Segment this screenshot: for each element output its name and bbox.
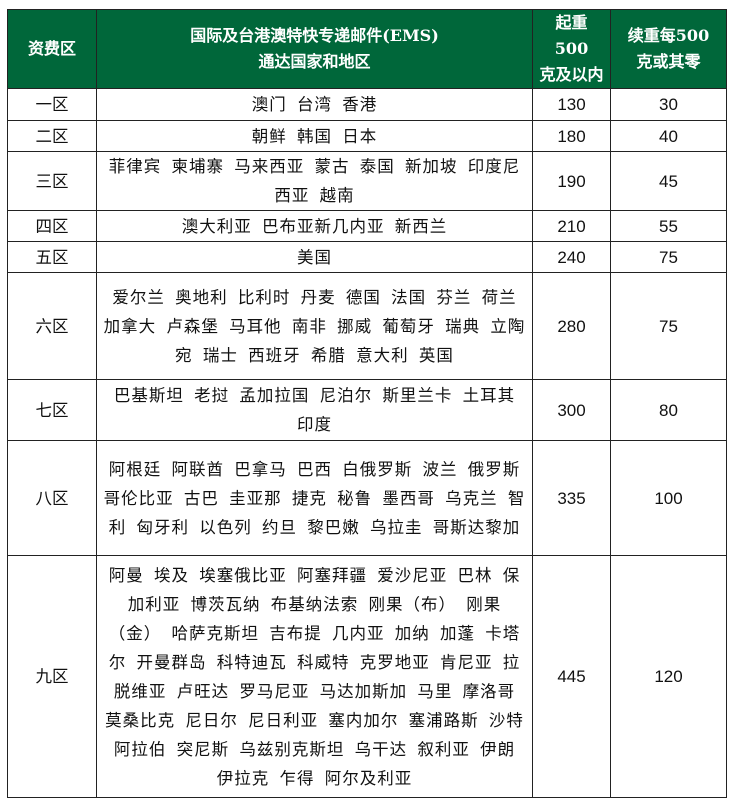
countries-cell: 澳大利亚 巴布亚新几内亚 新西兰: [96, 210, 533, 242]
header-first-weight: 起重500 克及以内: [532, 9, 611, 89]
header-row: 资费区 国际及台港澳特快专递邮件(EMS) 通达国家和地区 起重500 克及以内 续…: [7, 9, 727, 89]
zone-cell: 二区: [7, 120, 97, 152]
first-weight-price: 300: [532, 379, 611, 441]
zone-cell: 七区: [7, 379, 97, 441]
table-row: 九区 阿曼 埃及 埃塞俄比亚 阿塞拜疆 爱沙尼亚 巴林 保加利亚 博茨瓦纳 布基纳…: [7, 555, 727, 798]
zone-cell: 八区: [7, 440, 97, 556]
countries-cell: 澳门 台湾 香港: [96, 88, 533, 121]
countries-cell: 朝鲜 韩国 日本: [96, 120, 533, 152]
additional-weight-price: 75: [610, 241, 727, 273]
additional-weight-price: 55: [610, 210, 727, 242]
additional-weight-price: 30: [610, 88, 727, 121]
table-row: 三区 菲律宾 柬埔寨 马来西亚 蒙古 泰国 新加坡 印度尼西亚 越南 190 45: [7, 151, 727, 211]
first-weight-price: 335: [532, 440, 611, 556]
header-additional-line1: 续重每500: [627, 26, 710, 45]
header-countries-line2: 通达国家和地区: [258, 52, 371, 71]
zone-cell: 九区: [7, 555, 97, 798]
additional-weight-price: 40: [610, 120, 727, 152]
countries-cell: 爱尔兰 奥地利 比利时 丹麦 德国 法国 芬兰 荷兰 加拿大 卢森堡 马耳他 南…: [96, 272, 533, 380]
additional-weight-price: 75: [610, 272, 727, 380]
zone-cell: 六区: [7, 272, 97, 380]
first-weight-price: 190: [532, 151, 611, 211]
ems-rate-table: 资费区 国际及台港澳特快专递邮件(EMS) 通达国家和地区 起重500 克及以内 续…: [7, 9, 727, 798]
header-first-line1: 起重500: [554, 13, 589, 58]
table-row: 四区 澳大利亚 巴布亚新几内亚 新西兰 210 55: [7, 210, 727, 242]
first-weight-price: 240: [532, 241, 611, 273]
table-row: 五区 美国 240 75: [7, 241, 727, 273]
zone-cell: 三区: [7, 151, 97, 211]
countries-cell: 菲律宾 柬埔寨 马来西亚 蒙古 泰国 新加坡 印度尼西亚 越南: [96, 151, 533, 211]
countries-cell: 阿根廷 阿联酋 巴拿马 巴西 白俄罗斯 波兰 俄罗斯 哥伦比亚 古巴 圭亚那 捷…: [96, 440, 533, 556]
header-first-line2: 克及以内: [539, 65, 604, 84]
zone-cell: 五区: [7, 241, 97, 273]
zone-cell: 四区: [7, 210, 97, 242]
countries-cell: 美国: [96, 241, 533, 273]
additional-weight-price: 120: [610, 555, 727, 798]
header-countries-line1: 国际及台港澳特快专递邮件(EMS): [190, 26, 439, 45]
additional-weight-price: 80: [610, 379, 727, 441]
header-zone: 资费区: [7, 9, 97, 89]
table-row: 七区 巴基斯坦 老挝 孟加拉国 尼泊尔 斯里兰卡 土耳其 印度 300 80: [7, 379, 727, 441]
countries-cell: 巴基斯坦 老挝 孟加拉国 尼泊尔 斯里兰卡 土耳其 印度: [96, 379, 533, 441]
first-weight-price: 130: [532, 88, 611, 121]
table-row: 一区 澳门 台湾 香港 130 30: [7, 88, 727, 121]
header-additional-weight: 续重每500 克或其零: [610, 9, 727, 89]
table-row: 八区 阿根廷 阿联酋 巴拿马 巴西 白俄罗斯 波兰 俄罗斯 哥伦比亚 古巴 圭亚那…: [7, 440, 727, 556]
table-row: 二区 朝鲜 韩国 日本 180 40: [7, 120, 727, 152]
first-weight-price: 180: [532, 120, 611, 152]
first-weight-price: 445: [532, 555, 611, 798]
additional-weight-price: 100: [610, 440, 727, 556]
first-weight-price: 210: [532, 210, 611, 242]
additional-weight-price: 45: [610, 151, 727, 211]
header-additional-line2: 克或其零: [636, 52, 701, 71]
first-weight-price: 280: [532, 272, 611, 380]
header-countries: 国际及台港澳特快专递邮件(EMS) 通达国家和地区: [96, 9, 533, 89]
zone-cell: 一区: [7, 88, 97, 121]
countries-cell: 阿曼 埃及 埃塞俄比亚 阿塞拜疆 爱沙尼亚 巴林 保加利亚 博茨瓦纳 布基纳法索…: [96, 555, 533, 798]
table-row: 六区 爱尔兰 奥地利 比利时 丹麦 德国 法国 芬兰 荷兰 加拿大 卢森堡 马耳他…: [7, 272, 727, 380]
